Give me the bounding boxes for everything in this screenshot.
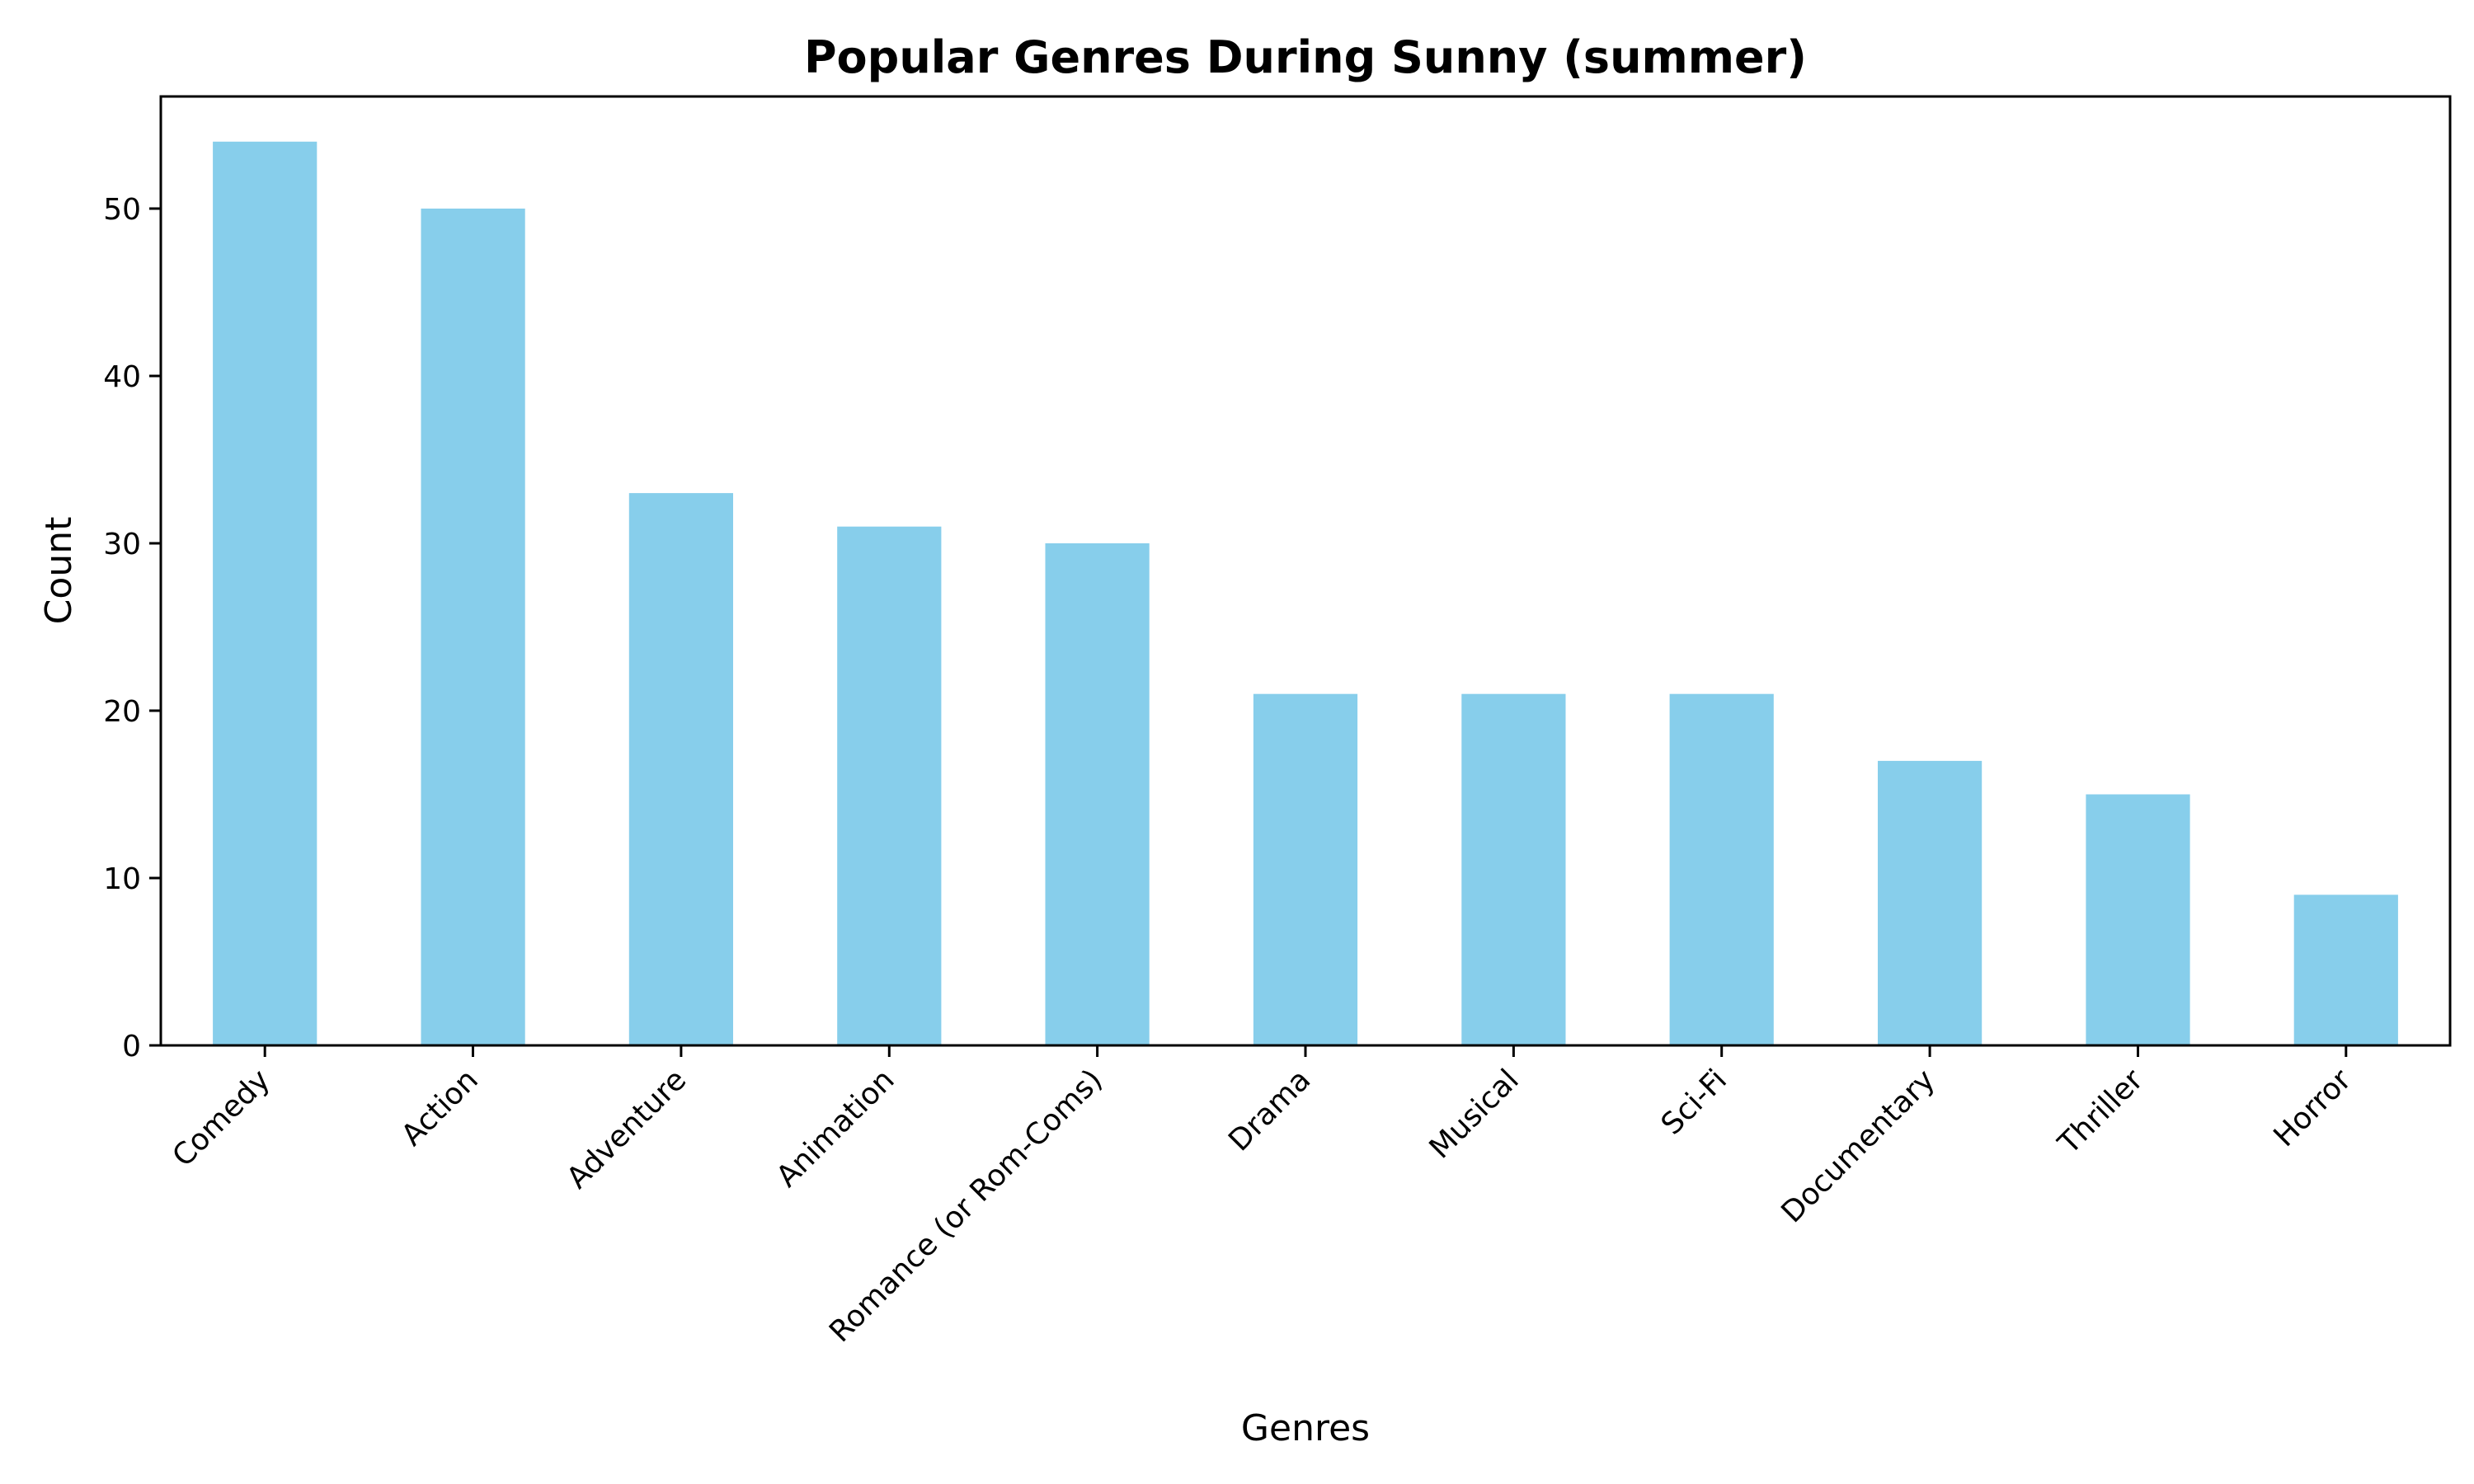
bar — [2293, 895, 2398, 1045]
y-tick-label: 10 — [103, 862, 141, 896]
bar — [837, 526, 942, 1045]
y-tick-label: 0 — [122, 1030, 141, 1064]
y-axis: 0 10 20 30 40 50 — [103, 193, 161, 1064]
bar — [1669, 693, 1774, 1045]
bar — [213, 141, 317, 1045]
bar — [1878, 760, 1982, 1045]
plot-area — [213, 141, 2398, 1045]
y-tick-label: 30 — [103, 528, 141, 561]
chart-title: Popular Genres During Sunny (summer) — [804, 31, 1807, 83]
y-tick-label: 50 — [103, 193, 141, 227]
bar — [1253, 693, 1358, 1045]
y-tick-label: 40 — [103, 360, 141, 394]
x-axis-label: Genres — [1241, 1407, 1370, 1449]
bar — [1461, 693, 1566, 1045]
bar — [2086, 794, 2190, 1045]
y-tick-label: 20 — [103, 695, 141, 729]
bar — [628, 493, 733, 1045]
bar — [1045, 543, 1150, 1045]
bar — [421, 209, 525, 1045]
y-axis-label: Count — [38, 517, 80, 625]
plot-frame — [159, 95, 2452, 1047]
